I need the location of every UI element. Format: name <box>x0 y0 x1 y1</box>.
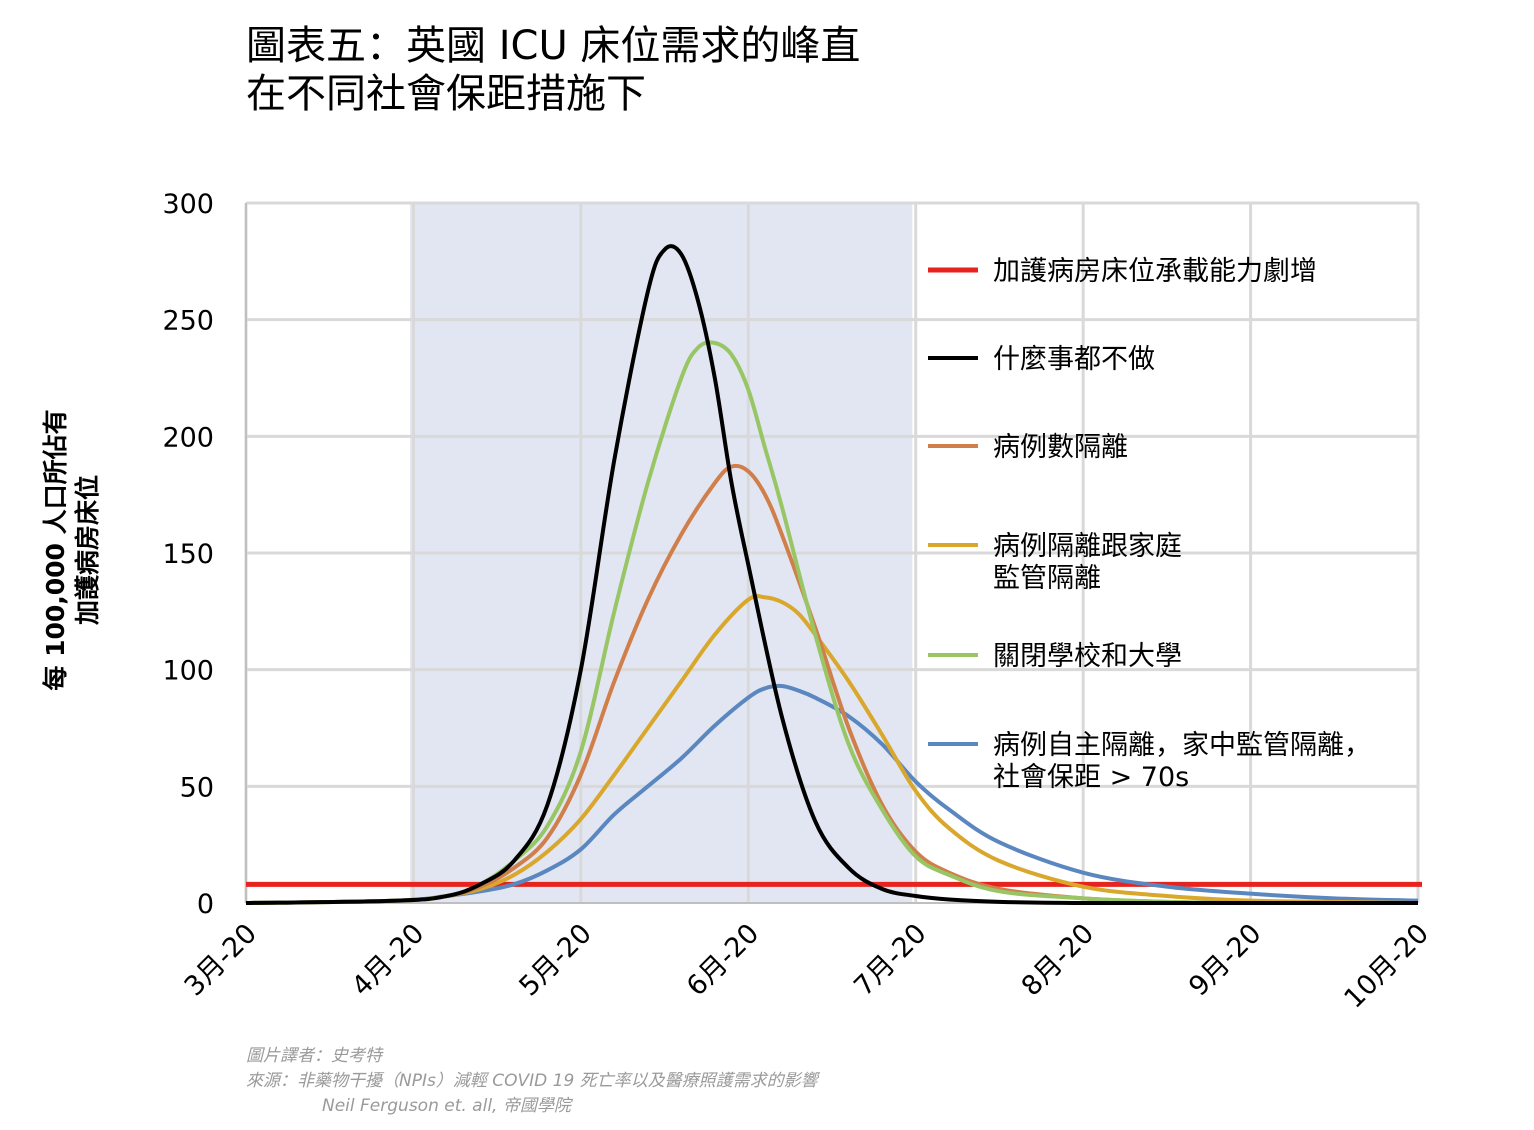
legend-label-case_isolation: 病例數隔離 <box>993 432 1128 463</box>
series-lines <box>245 244 1422 906</box>
y-axis-label-line-1: 每 100,000 人口所佔有 <box>41 409 70 691</box>
y-tick-label: 150 <box>162 539 214 570</box>
y-tick-label: 50 <box>180 772 214 803</box>
series-line-household <box>245 594 1419 905</box>
legend-label-capacity: 加護病房床位承載能力劇增 <box>993 256 1317 287</box>
translator-credit: 圖片譯者：史考特 <box>246 1046 382 1066</box>
x-tick-label: 5月-20 <box>513 918 597 1002</box>
x-tick-label: 10月-20 <box>1338 918 1434 1014</box>
legend-label-distancing: 社會保距 > 70s <box>993 762 1189 793</box>
legend-label-distancing: 病例自主隔離，家中監管隔離， <box>993 730 1371 761</box>
series-line-distancing <box>245 683 1419 905</box>
authors-credit: Neil Ferguson et. all, 帝國學院 <box>322 1096 571 1116</box>
x-tick-label: 3月-20 <box>179 918 263 1002</box>
x-tick-label: 7月-20 <box>848 918 932 1002</box>
y-tick-label: 250 <box>162 306 214 337</box>
series-line-nothing <box>245 244 1418 906</box>
legend: 加護病房床位承載能力劇增什麼事都不做病例數隔離病例隔離跟家庭監管隔離關閉學校和大… <box>928 256 1371 793</box>
chart-title-line-2: 在不同社會保距措施下 <box>246 71 646 117</box>
legend-label-nothing: 什麼事都不做 <box>993 344 1155 375</box>
chart-title-line-1: 圖表五：英國 ICU 床位需求的峰直 <box>246 23 861 69</box>
x-tick-label: 4月-20 <box>346 918 430 1002</box>
y-tick-label: 300 <box>162 189 214 220</box>
y-tick-label: 100 <box>162 656 214 687</box>
legend-label-household: 病例隔離跟家庭 <box>993 531 1182 562</box>
legend-label-schools: 關閉學校和大學 <box>993 641 1182 672</box>
x-tick-label: 6月-20 <box>681 918 765 1002</box>
x-tick-label: 9月-20 <box>1183 918 1267 1002</box>
y-axis-label-line-2: 加護病房床位 <box>73 475 102 626</box>
credits: 圖片譯者：史考特 來源：非藥物干擾（NPIs）減輕 COVID 19 死亡率以及… <box>246 1044 818 1119</box>
chart-title: 圖表五：英國 ICU 床位需求的峰直 在不同社會保距措施下 <box>246 22 860 118</box>
y-tick-label: 0 <box>197 889 214 920</box>
y-tick-label: 200 <box>162 422 214 453</box>
grid-lines <box>244 201 1420 903</box>
source-credit: 來源：非藥物干擾（NPIs）減輕 COVID 19 死亡率以及醫療照護需求的影響 <box>246 1071 818 1091</box>
x-tick-label: 8月-20 <box>1016 918 1100 1002</box>
legend-label-household: 監管隔離 <box>993 563 1101 594</box>
